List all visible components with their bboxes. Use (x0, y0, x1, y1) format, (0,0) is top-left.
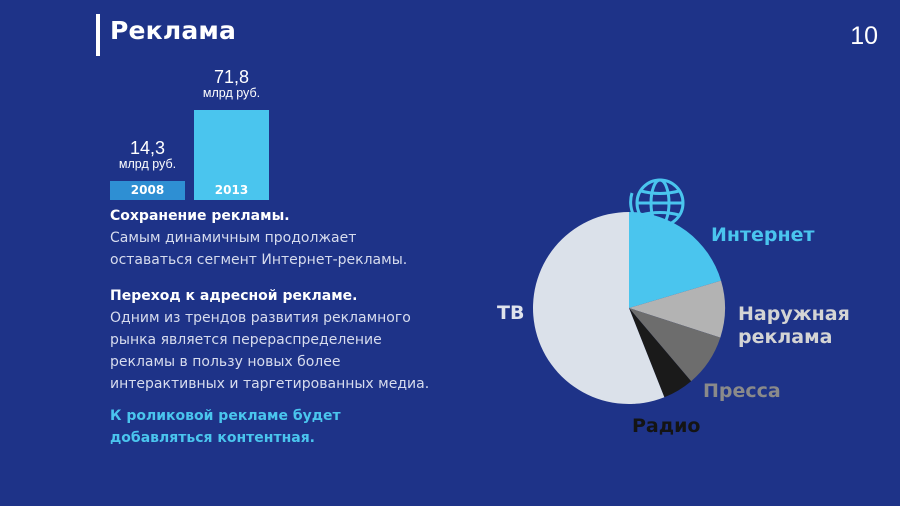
pie-label-radio: Радио (632, 415, 701, 437)
page-title: Реклама (110, 16, 237, 45)
paragraph-retention-line: оставаться сегмент Интернет-рекламы. (110, 252, 408, 268)
title-accent-bar (96, 14, 100, 56)
page-number: 10 (850, 22, 878, 50)
pie-slice-tv (533, 212, 665, 404)
paragraph-targeted-line: рынка является перераспределение (110, 332, 382, 348)
paragraph-retention-heading: Сохранение рекламы. (110, 208, 290, 224)
bar-value-label: 14,3 млрд руб. (118, 138, 177, 171)
paragraph-targeted-line: рекламы в пользу новых более (110, 354, 341, 370)
pie-label-outdoor: Наружная реклама (738, 303, 850, 349)
bar-year-label: 2008 (110, 181, 185, 200)
bar-value-label: 71,8 млрд руб. (202, 67, 261, 100)
paragraph-targeted-line: интерактивных и таргетированных медиа. (110, 376, 430, 392)
bar-year-label: 2013 (194, 181, 269, 200)
pie-slice-radio (629, 308, 692, 398)
pie-slice-outdoor (629, 280, 725, 338)
globe-icon (629, 178, 685, 247)
pie-label-tv: ТВ (497, 302, 525, 324)
accent-note-line: добавляться контентная. (110, 430, 315, 446)
paragraph-retention-line: Самым динамичным продолжает (110, 230, 357, 246)
pie-label-outdoor-line: реклама (738, 326, 833, 348)
paragraph-targeted: Переход к адресной рекламе. Одним из тре… (110, 285, 429, 395)
accent-note-line: К роликовой рекламе будет (110, 408, 341, 424)
pie-label-press: Пресса (703, 380, 781, 402)
paragraph-retention: Сохранение рекламы. Самым динамичным про… (110, 205, 407, 271)
accent-note: К роликовой рекламе будет добавляться ко… (110, 405, 341, 449)
pie-slice-press (629, 308, 721, 382)
paragraph-targeted-line: Одним из трендов развития рекламного (110, 310, 411, 326)
pie-label-outdoor-line: Наружная (738, 303, 850, 325)
pie-label-internet: Интернет (711, 224, 815, 246)
pie-slice-internet (629, 212, 722, 308)
paragraph-targeted-heading: Переход к адресной рекламе. (110, 288, 358, 304)
